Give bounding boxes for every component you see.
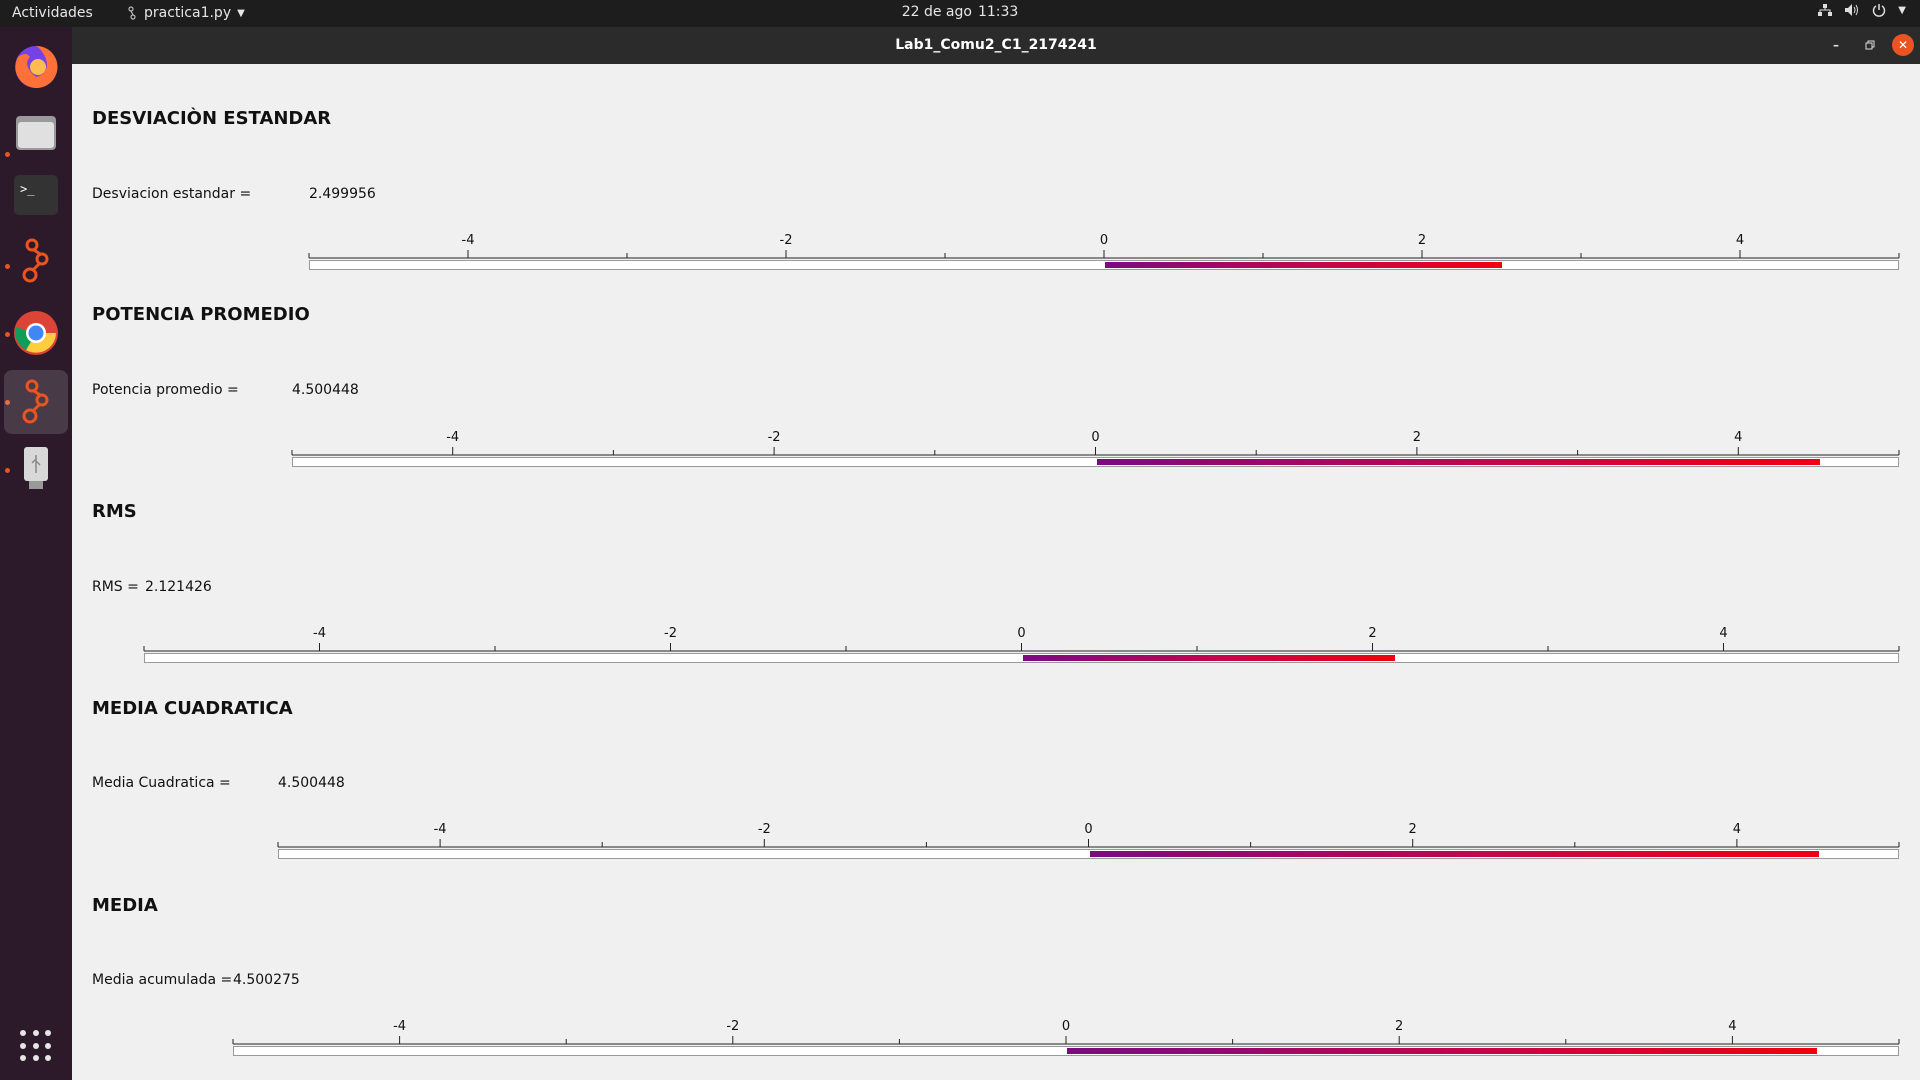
scale-tick-label: 0 <box>1100 233 1108 248</box>
gauge-fill <box>1089 851 1820 857</box>
volume-icon <box>1845 4 1859 16</box>
scale-tick-label: 2 <box>1418 233 1426 248</box>
gauge-scale: -4 -2 0 2 4 <box>277 819 1900 849</box>
scale-tick-label: 0 <box>1091 430 1099 445</box>
window-content: DESVIACIÒN ESTANDAR Desviacion estandar =… <box>72 64 1920 1080</box>
chevron-down-icon: ▼ <box>237 7 245 19</box>
dock-usb-drive[interactable] <box>4 437 68 501</box>
scale-tick-label: -2 <box>780 233 793 248</box>
scale-tick-label: 4 <box>1736 233 1744 248</box>
potencia-promedio-label: Potencia promedio = <box>92 382 239 398</box>
scale-tick-label: -4 <box>434 822 447 837</box>
activities-button[interactable]: Actividades <box>12 5 93 21</box>
gauge-scale: -4 -2 0 2 4 <box>143 623 1900 653</box>
potencia-promedio-value: 4.500448 <box>292 382 359 398</box>
rms-gauge <box>144 653 1899 663</box>
scale-tick-label: 4 <box>1728 1019 1736 1034</box>
section-heading: MEDIA <box>92 895 158 916</box>
media-cuadratica-label: Media Cuadratica = <box>92 775 231 791</box>
usb-drive-icon <box>24 447 48 489</box>
scale-tick-label: 0 <box>1017 626 1025 641</box>
scale-tick-label: -4 <box>462 233 475 248</box>
top-bar: Actividades practica1.py ▼ 22 de ago 11:3… <box>0 0 1920 27</box>
rms-value: 2.121426 <box>145 579 212 595</box>
firefox-icon <box>15 45 58 88</box>
dock-chrome[interactable] <box>4 301 68 365</box>
files-icon <box>16 116 56 150</box>
svg-text:>_: >_ <box>20 182 35 196</box>
gauge-fill <box>1022 655 1395 661</box>
scale-tick-label: -4 <box>393 1019 406 1034</box>
scale-tick-label: 4 <box>1734 430 1742 445</box>
window-title: Lab1_Comu2_C1_2174241 <box>895 37 1097 53</box>
gauge-fill <box>1105 262 1503 268</box>
dock-terminal[interactable]: >_ <box>4 163 68 227</box>
dock-gnuradio[interactable] <box>4 229 68 293</box>
section-heading: POTENCIA PROMEDIO <box>92 304 310 325</box>
date-label: 22 de ago <box>901 4 972 20</box>
tray-chevron-down-icon: ▼ <box>1898 4 1906 16</box>
section-heading: RMS <box>92 501 137 522</box>
chrome-icon <box>14 311 58 355</box>
gnuradio-icon <box>22 238 49 283</box>
gnuradio-small-icon <box>128 6 136 20</box>
gnuradio-companion-icon <box>22 379 49 424</box>
dock: >_ <box>0 27 72 1080</box>
media-acumulada-value: 4.500275 <box>233 972 300 988</box>
system-tray[interactable]: ▼ <box>1818 3 1906 17</box>
scale-tick-label: 2 <box>1413 430 1421 445</box>
dock-gnuradio-companion[interactable] <box>4 370 68 434</box>
gauge-scale: -4 -2 0 2 4 <box>232 1016 1900 1046</box>
scale-tick-label: 2 <box>1395 1019 1403 1034</box>
scale-tick-label: 4 <box>1733 822 1741 837</box>
scale-tick-label: -2 <box>664 626 677 641</box>
rms-label: RMS = <box>92 579 139 595</box>
power-icon <box>1873 4 1886 17</box>
gauge-fill <box>1067 1048 1817 1054</box>
scale-tick-label: -4 <box>446 430 459 445</box>
desviacion-estandar-label: Desviacion estandar = <box>92 186 252 202</box>
scale-tick-label: 2 <box>1409 822 1417 837</box>
scale-tick-label: -2 <box>768 430 781 445</box>
gauge-scale: -4 -2 0 2 4 <box>291 427 1900 457</box>
gauge-fill <box>1096 459 1820 465</box>
minimize-icon[interactable]: – <box>1833 38 1839 52</box>
window-titlebar[interactable]: Lab1_Comu2_C1_2174241 – ✕ <box>72 27 1920 64</box>
media-cuadratica-value: 4.500448 <box>278 775 345 791</box>
scale-tick-label: -2 <box>726 1019 739 1034</box>
gauge-scale: -4 -2 0 2 4 <box>308 230 1900 260</box>
scale-tick-label: 0 <box>1062 1019 1070 1034</box>
restore-icon[interactable] <box>1859 34 1881 56</box>
network-icon <box>1818 4 1833 16</box>
scale-tick-label: -2 <box>758 822 771 837</box>
dock-firefox[interactable] <box>4 35 68 99</box>
potencia-promedio-gauge <box>292 457 1899 467</box>
section-heading: MEDIA CUADRATICA <box>92 698 293 719</box>
terminal-icon: >_ <box>14 175 58 215</box>
media-acumulada-label: Media acumulada = <box>92 972 233 988</box>
scale-tick-label: 0 <box>1084 822 1092 837</box>
media-cuadratica-gauge <box>278 849 1899 859</box>
desviacion-estandar-gauge <box>309 260 1899 270</box>
scale-tick-label: 4 <box>1719 626 1727 641</box>
close-icon[interactable]: ✕ <box>1892 34 1914 56</box>
desviacion-estandar-value: 2.499956 <box>309 186 376 202</box>
section-heading: DESVIACIÒN ESTANDAR <box>92 108 332 129</box>
app-menu-label: practica1.py <box>144 5 232 21</box>
scale-tick-label: -4 <box>313 626 326 641</box>
show-applications-icon[interactable] <box>20 1030 52 1062</box>
app-menu[interactable]: practica1.py ▼ <box>128 5 245 21</box>
media-acumulada-gauge <box>233 1046 1899 1056</box>
time-label: 11:33 <box>977 4 1019 20</box>
clock[interactable]: 22 de ago 11:33 <box>0 4 1920 20</box>
dock-files[interactable] <box>4 100 68 164</box>
scale-tick-label: 2 <box>1368 626 1376 641</box>
